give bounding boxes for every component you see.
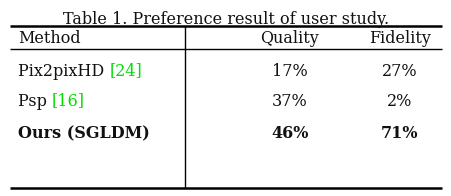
Text: 17%: 17% <box>272 63 307 80</box>
Text: Table 1. Preference result of user study.: Table 1. Preference result of user study… <box>63 11 388 28</box>
Text: 27%: 27% <box>382 63 417 80</box>
Text: 46%: 46% <box>271 125 308 142</box>
Text: Fidelity: Fidelity <box>368 30 430 46</box>
Text: 37%: 37% <box>272 93 307 110</box>
Text: Quality: Quality <box>260 30 319 46</box>
Text: Ours (SGLDM): Ours (SGLDM) <box>18 125 149 142</box>
Text: 2%: 2% <box>387 93 412 110</box>
Text: Psp: Psp <box>18 93 52 110</box>
Text: Method: Method <box>18 30 80 46</box>
Text: [24]: [24] <box>109 63 142 80</box>
Text: [16]: [16] <box>52 93 85 110</box>
Text: Pix2pixHD: Pix2pixHD <box>18 63 109 80</box>
Text: 71%: 71% <box>380 125 418 142</box>
